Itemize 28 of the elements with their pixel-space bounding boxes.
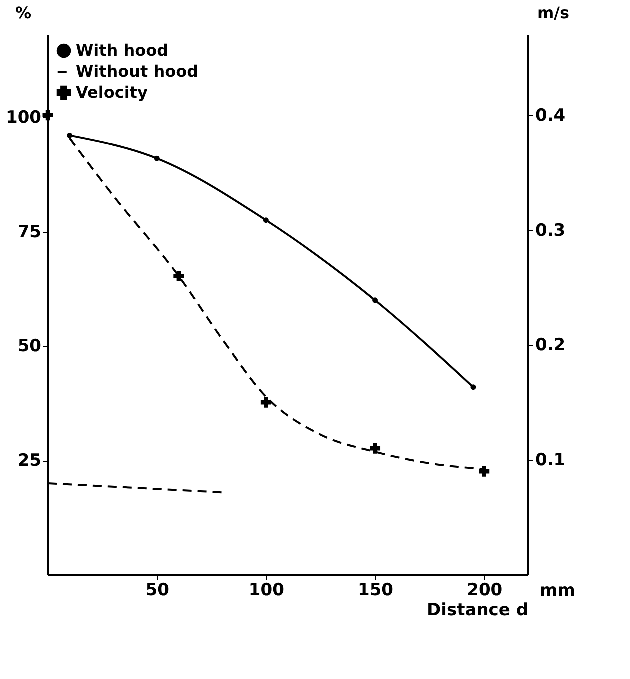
point <box>370 443 381 454</box>
x-tick-label: 100 <box>248 580 285 600</box>
x-tick-label: 50 <box>146 580 170 600</box>
point <box>174 271 184 282</box>
legend-label: Velocity <box>76 83 148 102</box>
point <box>470 384 476 390</box>
text: mm <box>540 581 576 601</box>
point <box>372 298 378 304</box>
point <box>260 397 272 408</box>
point <box>263 218 269 224</box>
y2-tick-label: 0.4 <box>536 106 566 126</box>
y-tick-label: 75 <box>18 222 42 242</box>
y2-tick-label: 0.1 <box>536 450 566 471</box>
y-tick-label: 25 <box>18 451 42 472</box>
x-tick-label: 200 <box>467 580 503 600</box>
legend-label: Without hood <box>76 62 199 81</box>
y-tick-label: 100 <box>6 108 42 128</box>
x-tick-label: 150 <box>358 580 394 600</box>
y2-tick-label: 0.2 <box>536 336 566 356</box>
y2-tick-label: 0.3 <box>536 220 566 241</box>
y-tick-label: 50 <box>18 336 42 357</box>
legend-label: With hood <box>76 41 169 60</box>
point <box>42 110 54 121</box>
x-axis-title: Distance d <box>427 600 528 620</box>
point <box>67 132 73 138</box>
point <box>154 156 160 162</box>
y2-axis-title: m/s <box>537 4 570 22</box>
y-axis-title: % <box>15 4 32 22</box>
